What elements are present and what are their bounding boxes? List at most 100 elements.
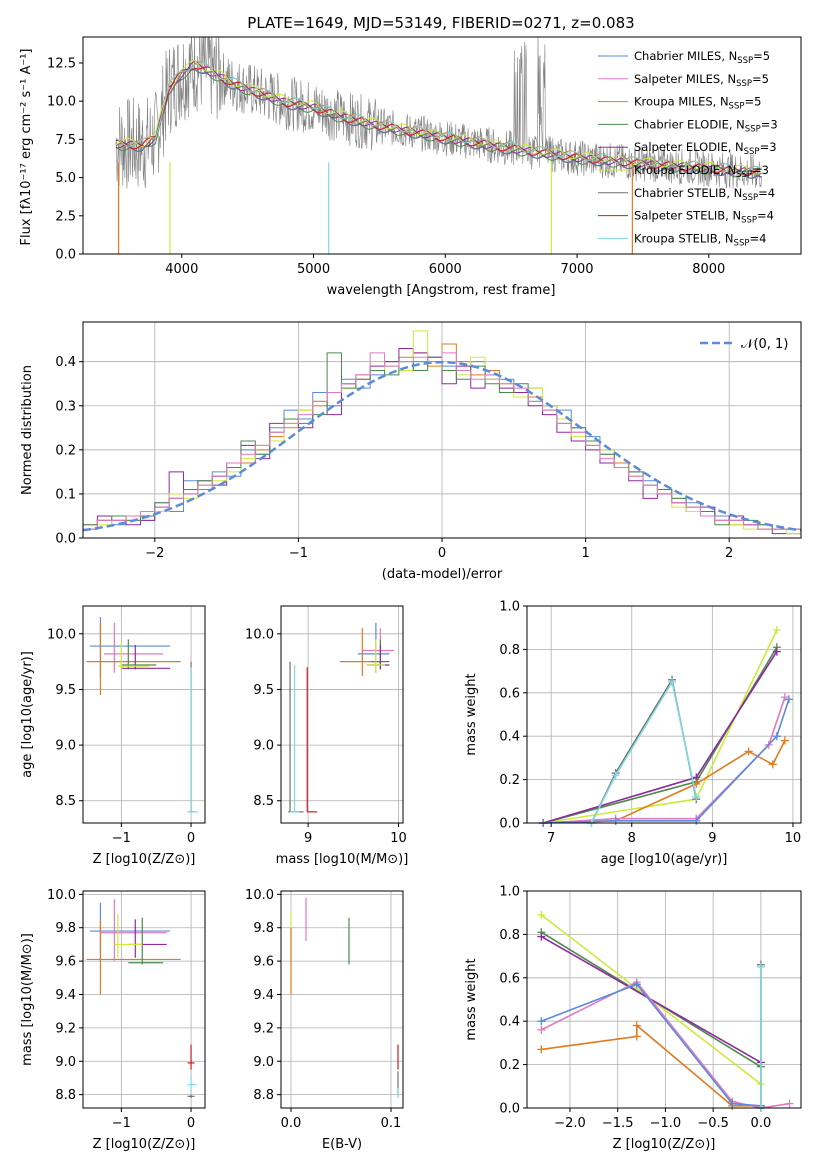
- axes-frame: [526, 605, 802, 824]
- weight-marker: [537, 1045, 546, 1054]
- mass-vs-ebv-panel: 0.0 0.1 8.8 9.0 9.2 9.4 9.6 9.8 10.0 E(B-V): [245, 888, 404, 1152]
- y-tick-label: 0.4: [499, 1015, 520, 1030]
- y-tick-label: 0.0: [499, 1102, 520, 1117]
- x-tick-label: 7: [547, 831, 555, 846]
- spectrum-panel: 4000 5000 6000 7000 8000 0.0 2.5 5.0 7.5 10.0 12.5…: [47, 36, 802, 277]
- model-spectrum-line: [115, 62, 762, 174]
- legend-value: =4: [757, 209, 774, 223]
- axes-frame: [82, 36, 802, 255]
- weight-marker: [668, 677, 677, 686]
- legend-subscript: SSP: [741, 216, 757, 226]
- x-tick-label: 4000: [165, 262, 198, 277]
- y-tick-label: 0.0: [55, 248, 76, 263]
- x-tick-label: 10: [390, 831, 407, 846]
- x-axis-label: Z [log10(Z/Z⊙)]: [93, 852, 196, 867]
- weight-marker: [772, 732, 781, 741]
- spectrum-title: PLATE=1649, MJD=53149, FIBERID=0271, z=0…: [247, 14, 634, 32]
- weight-marker: [768, 760, 777, 769]
- legend-value: =3: [752, 163, 769, 177]
- plot-area: [288, 622, 394, 813]
- x-tick-label: 9: [304, 831, 312, 846]
- model-spectrum-line: [115, 60, 762, 175]
- weight-marker: [537, 932, 546, 941]
- y-tick-label: 0.8: [499, 643, 520, 658]
- weight-marker: [785, 1099, 794, 1108]
- legend-label: Kroupa ELODIE, NSSP=3: [634, 163, 769, 180]
- residual-histogram-panel: −2 −1 0 1 2 0.0 0.1 0.2 0.3 0.4 (data-model)/error…: [20, 321, 802, 582]
- y-tick-label: 9.0: [55, 1055, 76, 1070]
- y-tick-label: 0.6: [499, 686, 520, 701]
- legend-label: Salpeter STELIB, NSSP=4: [634, 209, 774, 226]
- y-tick-label: 12.5: [47, 56, 76, 71]
- axes-frame: [280, 890, 404, 1109]
- y-tick-label: 9.8: [253, 921, 274, 936]
- y-tick-label: 10.0: [245, 888, 274, 903]
- y-tick-label: 10.0: [47, 627, 76, 642]
- weight-marker: [772, 625, 781, 634]
- x-axis-label: age [log10(age/yr)]: [601, 852, 728, 867]
- mass-vs-metallicity-panel: −1 0 8.8 9.0 9.2 9.4 9.6 9.8 10.0 Z [log10(Z/Z⊙)]…: [20, 888, 206, 1152]
- legend-subscript: SSP: [736, 79, 752, 89]
- weight-line: [542, 646, 778, 824]
- x-axis-label: mass [log10(M/M⊙)]: [276, 852, 409, 867]
- x-tick-label: −1.5: [602, 1116, 634, 1131]
- weight-vs-age-panel: 7 8 9 10 0.0 0.2 0.4 0.6 0.8 1.0 age [log10(age/yr…: [464, 600, 802, 867]
- legend-value: =4: [758, 186, 775, 200]
- axes-frame: [280, 605, 404, 824]
- weight-marker: [780, 693, 789, 702]
- weight-vs-metallicity-panel: −2.0 −1.5 −1.0 −0.5 0.0 0.0 0.2 0.4 0.6 0.8 1.0 Z […: [464, 885, 802, 1152]
- y-tick-label: 9.5: [55, 683, 76, 698]
- x-axis-label: Z [log10(Z/Z⊙)]: [93, 1137, 196, 1152]
- weight-line: [590, 679, 697, 824]
- weight-marker: [537, 1017, 546, 1026]
- y-axis-label: mass weight: [464, 673, 479, 755]
- y-tick-label: 9.5: [253, 683, 274, 698]
- x-tick-label: 0.0: [281, 1116, 302, 1131]
- x-tick-label: 6000: [429, 262, 462, 277]
- model-spectrum-line: [115, 61, 762, 174]
- weight-line: [542, 651, 778, 824]
- y-tick-label: 9.6: [55, 955, 76, 970]
- x-axis-label: E(B-V): [322, 1137, 362, 1152]
- axes-frame: [82, 605, 206, 824]
- y-tick-label: 9.4: [253, 988, 274, 1003]
- x-tick-label: 10: [785, 831, 802, 846]
- y-tick-label: 9.6: [253, 955, 274, 970]
- plot-area: [86, 617, 199, 813]
- weight-marker: [780, 736, 789, 745]
- weight-marker: [772, 647, 781, 656]
- y-tick-label: 0.4: [499, 730, 520, 745]
- legend-value: =5: [753, 49, 770, 63]
- x-tick-label: 7000: [560, 262, 593, 277]
- y-tick-label: 10.0: [47, 95, 76, 110]
- spectrum-legend: Chabrier MILES, NSSP=5 Salpeter MILES, NS…: [598, 49, 778, 248]
- spectrum-plot-area: [115, 37, 762, 254]
- spectrum-xlabel: wavelength [Angstrom, rest frame]: [327, 283, 556, 298]
- y-tick-label: 0.4: [55, 355, 76, 370]
- y-axis-label: age [log10(age/yr)]: [20, 651, 35, 778]
- legend-label: Chabrier MILES, NSSP=5: [634, 49, 770, 66]
- legend-value: =5: [744, 95, 761, 109]
- y-tick-label: 0.0: [55, 532, 76, 547]
- y-tick-label: 2.5: [55, 209, 76, 224]
- histogram-plot-area: [83, 330, 801, 538]
- weight-marker: [784, 695, 793, 704]
- x-tick-label: −1.0: [650, 1116, 682, 1131]
- histogram-step: [83, 352, 801, 538]
- x-tick-label: 2: [725, 546, 733, 561]
- weight-line: [541, 1023, 761, 1107]
- axes-frame: [82, 321, 802, 539]
- normal-curve: [83, 360, 801, 532]
- y-tick-label: 8.8: [55, 1088, 76, 1103]
- legend-label: Chabrier ELODIE, NSSP=3: [634, 117, 778, 134]
- y-tick-label: 0.0: [499, 817, 520, 832]
- weight-marker: [632, 980, 641, 989]
- y-tick-label: 10.0: [47, 888, 76, 903]
- legend-subscript: SSP: [736, 170, 752, 180]
- x-tick-label: 0: [438, 546, 446, 561]
- legend-value: =3: [760, 140, 777, 154]
- legend-value: =4: [749, 231, 766, 245]
- model-spectrum-line: [115, 66, 762, 177]
- y-tick-label: 10.0: [245, 627, 274, 642]
